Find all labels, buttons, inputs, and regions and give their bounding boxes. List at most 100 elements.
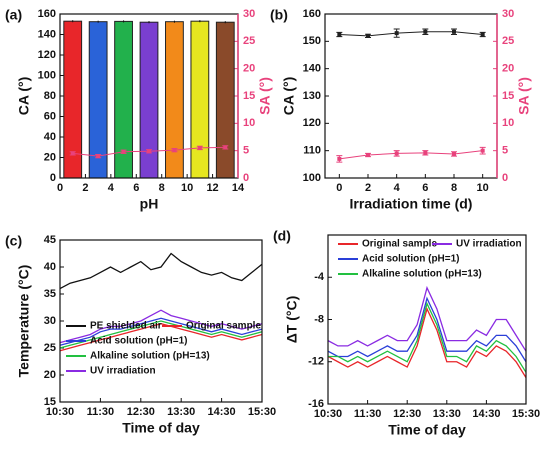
x-tick-label: 8: [159, 182, 165, 194]
y2-tick-label: 10: [243, 117, 255, 129]
bar: [190, 20, 210, 179]
y-tick-label: 30: [44, 315, 56, 327]
x-tick-label: 10:30: [314, 408, 342, 420]
y-tick-label: 100: [38, 69, 56, 81]
x-tick-label: 11:30: [87, 406, 115, 418]
y-axis-label: CA (°): [281, 77, 297, 116]
x-tick-label: 10:30: [46, 406, 74, 418]
bar: [165, 21, 184, 179]
y-tick-label: 150: [303, 35, 321, 47]
line: [327, 285, 527, 352]
x-tick-label: 4: [108, 182, 115, 194]
x-tick-label: 6: [133, 182, 139, 194]
bar: [215, 21, 235, 179]
marker: [423, 150, 428, 155]
y-tick-label: 110: [303, 145, 321, 157]
marker: [96, 154, 101, 159]
y2-tick-label: 30: [243, 8, 255, 20]
x-tick-label: 10: [181, 182, 193, 194]
x-tick-label: 8: [451, 182, 457, 194]
marker: [480, 148, 485, 153]
x-axis-label: pH: [140, 196, 159, 212]
x-tick-label: 14: [232, 182, 245, 194]
x-axis-label: Irradiation time (d): [350, 196, 473, 212]
line: [59, 317, 263, 346]
legend-label: Original sample: [362, 239, 437, 250]
marker: [172, 148, 177, 153]
y-tick-label: -16: [308, 398, 324, 410]
x-tick-label: 2: [365, 182, 371, 194]
y-tick-label: 40: [44, 261, 56, 273]
y-tick-label: 160: [303, 8, 321, 20]
marker: [394, 31, 399, 36]
x-tick-label: 6: [422, 182, 428, 194]
panel-label: (d): [273, 228, 291, 244]
line: [59, 323, 263, 352]
marker: [197, 145, 202, 150]
line: [339, 150, 483, 160]
bar: [114, 20, 133, 179]
marker: [147, 149, 151, 154]
legend-label: Original sample: [186, 321, 261, 332]
x-tick-label: 15:30: [512, 408, 540, 420]
y2-tick-label: 10: [502, 117, 514, 129]
line: [59, 320, 263, 349]
legend-label: Acid solution (pH=1): [90, 336, 188, 347]
marker: [452, 151, 456, 156]
marker: [366, 33, 370, 38]
marker: [337, 156, 342, 161]
y-tick-label: 40: [44, 131, 56, 143]
marker: [423, 29, 428, 34]
y-tick-label: 0: [50, 172, 56, 184]
y-tick-label: 100: [303, 172, 321, 184]
panel-label: (b): [270, 7, 288, 23]
y2-tick-label: 0: [502, 172, 508, 184]
legend-label: PE shielded air: [90, 321, 162, 332]
legend-label: UV irradiation: [456, 239, 522, 250]
x-tick-label: 11:30: [354, 408, 382, 420]
x-tick-label: 13:30: [167, 406, 195, 418]
line: [327, 296, 527, 363]
marker: [452, 29, 456, 34]
x-tick-label: 12:30: [127, 406, 155, 418]
y-tick-label: 45: [44, 234, 56, 246]
x-axis-label: Time of day: [122, 420, 200, 436]
y-axis-label: CA (°): [16, 77, 32, 116]
marker: [223, 145, 228, 150]
y2-tick-label: 0: [243, 172, 249, 184]
y-tick-label: 25: [44, 342, 56, 354]
legend-label: Alkaline solution (pH=13): [90, 351, 210, 362]
legend-label: UV irradiation: [90, 366, 156, 377]
line: [327, 307, 527, 378]
panel-label: (c): [5, 233, 22, 249]
x-tick-label: 0: [57, 182, 63, 194]
plot-frame: [327, 234, 527, 405]
y2-tick-label: 30: [502, 8, 514, 20]
line: [328, 301, 527, 373]
x-tick-label: 14:30: [472, 408, 500, 420]
y2-tick-label: 20: [502, 63, 514, 75]
x-tick-label: 15:30: [248, 406, 276, 418]
y-tick-label: 140: [38, 28, 56, 40]
x-tick-label: 2: [82, 182, 88, 194]
y2-tick-label: 5: [502, 145, 508, 157]
y-tick-label: 20: [44, 151, 56, 163]
panel-label: (a): [5, 7, 22, 23]
y-tick-label: -12: [308, 356, 324, 368]
y-tick-label: 20: [44, 369, 56, 381]
x-tick-label: 14:30: [208, 406, 236, 418]
marker: [480, 32, 485, 37]
y2-tick-label: 5: [243, 145, 249, 157]
y-axis-label: Temperature (°C): [16, 265, 32, 378]
line: [59, 309, 263, 344]
y-tick-label: -4: [314, 271, 325, 283]
y2-tick-label: 25: [243, 35, 255, 47]
marker: [70, 151, 75, 156]
y2-tick-label: 25: [502, 35, 514, 47]
y-tick-label: 140: [303, 63, 321, 75]
y2-axis-label: SA (°): [257, 77, 273, 115]
bar: [139, 21, 159, 179]
plot-frame: [59, 239, 263, 403]
x-tick-label: 10: [477, 182, 489, 194]
marker: [366, 153, 370, 158]
